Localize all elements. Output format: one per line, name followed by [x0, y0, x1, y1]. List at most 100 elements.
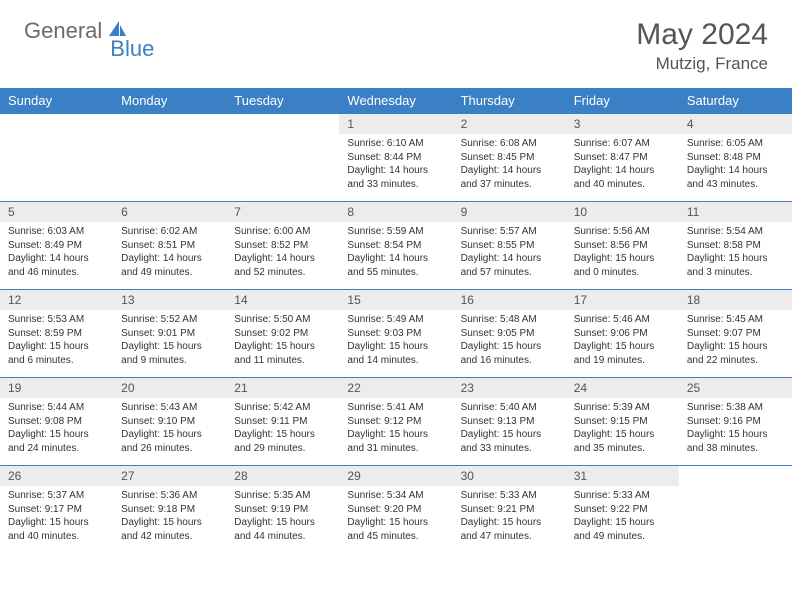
day-details: Sunrise: 6:07 AMSunset: 8:47 PMDaylight:…	[566, 134, 679, 195]
day-number: 5	[0, 202, 113, 222]
day-number: 10	[566, 202, 679, 222]
location: Mutzig, France	[636, 54, 768, 74]
day-number: 3	[566, 114, 679, 134]
calendar-cell: 31Sunrise: 5:33 AMSunset: 9:22 PMDayligh…	[566, 466, 679, 554]
calendar-cell: 21Sunrise: 5:42 AMSunset: 9:11 PMDayligh…	[226, 378, 339, 466]
calendar-cell: 10Sunrise: 5:56 AMSunset: 8:56 PMDayligh…	[566, 202, 679, 290]
day-number: 2	[453, 114, 566, 134]
logo: General Blue	[24, 18, 174, 44]
day-details: Sunrise: 6:00 AMSunset: 8:52 PMDaylight:…	[226, 222, 339, 283]
day-details: Sunrise: 5:39 AMSunset: 9:15 PMDaylight:…	[566, 398, 679, 459]
calendar-cell: 24Sunrise: 5:39 AMSunset: 9:15 PMDayligh…	[566, 378, 679, 466]
calendar-cell: 6Sunrise: 6:02 AMSunset: 8:51 PMDaylight…	[113, 202, 226, 290]
day-details: Sunrise: 5:44 AMSunset: 9:08 PMDaylight:…	[0, 398, 113, 459]
day-details: Sunrise: 5:48 AMSunset: 9:05 PMDaylight:…	[453, 310, 566, 371]
calendar-row: 26Sunrise: 5:37 AMSunset: 9:17 PMDayligh…	[0, 466, 792, 554]
day-number: 26	[0, 466, 113, 486]
day-details: Sunrise: 5:36 AMSunset: 9:18 PMDaylight:…	[113, 486, 226, 547]
weekday-header: Thursday	[453, 88, 566, 114]
calendar-body: ......1Sunrise: 6:10 AMSunset: 8:44 PMDa…	[0, 114, 792, 554]
day-details: Sunrise: 5:45 AMSunset: 9:07 PMDaylight:…	[679, 310, 792, 371]
calendar-cell: 7Sunrise: 6:00 AMSunset: 8:52 PMDaylight…	[226, 202, 339, 290]
calendar-row: 19Sunrise: 5:44 AMSunset: 9:08 PMDayligh…	[0, 378, 792, 466]
calendar-cell: 15Sunrise: 5:49 AMSunset: 9:03 PMDayligh…	[339, 290, 452, 378]
calendar-cell: 11Sunrise: 5:54 AMSunset: 8:58 PMDayligh…	[679, 202, 792, 290]
day-number: 22	[339, 378, 452, 398]
day-number: 29	[339, 466, 452, 486]
day-number: 14	[226, 290, 339, 310]
day-details: Sunrise: 5:37 AMSunset: 9:17 PMDaylight:…	[0, 486, 113, 547]
title-block: May 2024 Mutzig, France	[636, 18, 768, 74]
day-details: Sunrise: 5:50 AMSunset: 9:02 PMDaylight:…	[226, 310, 339, 371]
weekday-header: Friday	[566, 88, 679, 114]
calendar-cell: 30Sunrise: 5:33 AMSunset: 9:21 PMDayligh…	[453, 466, 566, 554]
calendar-cell: 28Sunrise: 5:35 AMSunset: 9:19 PMDayligh…	[226, 466, 339, 554]
day-details: Sunrise: 5:38 AMSunset: 9:16 PMDaylight:…	[679, 398, 792, 459]
calendar-cell: 27Sunrise: 5:36 AMSunset: 9:18 PMDayligh…	[113, 466, 226, 554]
day-number: 11	[679, 202, 792, 222]
day-number: 7	[226, 202, 339, 222]
calendar-cell: 16Sunrise: 5:48 AMSunset: 9:05 PMDayligh…	[453, 290, 566, 378]
day-number: 1	[339, 114, 452, 134]
calendar-cell: 19Sunrise: 5:44 AMSunset: 9:08 PMDayligh…	[0, 378, 113, 466]
day-details: Sunrise: 6:08 AMSunset: 8:45 PMDaylight:…	[453, 134, 566, 195]
calendar-cell: 3Sunrise: 6:07 AMSunset: 8:47 PMDaylight…	[566, 114, 679, 202]
day-number: 4	[679, 114, 792, 134]
calendar-cell: 14Sunrise: 5:50 AMSunset: 9:02 PMDayligh…	[226, 290, 339, 378]
calendar-row: 12Sunrise: 5:53 AMSunset: 8:59 PMDayligh…	[0, 290, 792, 378]
calendar-cell: 29Sunrise: 5:34 AMSunset: 9:20 PMDayligh…	[339, 466, 452, 554]
calendar-cell: 22Sunrise: 5:41 AMSunset: 9:12 PMDayligh…	[339, 378, 452, 466]
day-details: Sunrise: 5:46 AMSunset: 9:06 PMDaylight:…	[566, 310, 679, 371]
calendar-cell: ..	[0, 114, 113, 202]
calendar-cell: 20Sunrise: 5:43 AMSunset: 9:10 PMDayligh…	[113, 378, 226, 466]
calendar-cell: ..	[679, 466, 792, 554]
day-details: Sunrise: 6:02 AMSunset: 8:51 PMDaylight:…	[113, 222, 226, 283]
calendar-cell: 18Sunrise: 5:45 AMSunset: 9:07 PMDayligh…	[679, 290, 792, 378]
weekday-header: Sunday	[0, 88, 113, 114]
day-number: 28	[226, 466, 339, 486]
day-details: Sunrise: 5:41 AMSunset: 9:12 PMDaylight:…	[339, 398, 452, 459]
calendar-cell: 8Sunrise: 5:59 AMSunset: 8:54 PMDaylight…	[339, 202, 452, 290]
calendar-cell: 1Sunrise: 6:10 AMSunset: 8:44 PMDaylight…	[339, 114, 452, 202]
weekday-header: Saturday	[679, 88, 792, 114]
day-number: 31	[566, 466, 679, 486]
day-number: 19	[0, 378, 113, 398]
day-details: Sunrise: 5:52 AMSunset: 9:01 PMDaylight:…	[113, 310, 226, 371]
day-details: Sunrise: 5:33 AMSunset: 9:21 PMDaylight:…	[453, 486, 566, 547]
calendar-cell: 17Sunrise: 5:46 AMSunset: 9:06 PMDayligh…	[566, 290, 679, 378]
day-number: 30	[453, 466, 566, 486]
logo-text-general: General	[24, 18, 102, 44]
day-number: 18	[679, 290, 792, 310]
calendar-row: 5Sunrise: 6:03 AMSunset: 8:49 PMDaylight…	[0, 202, 792, 290]
calendar-table: SundayMondayTuesdayWednesdayThursdayFrid…	[0, 88, 792, 554]
day-number: 13	[113, 290, 226, 310]
day-details: Sunrise: 5:34 AMSunset: 9:20 PMDaylight:…	[339, 486, 452, 547]
day-number: 8	[339, 202, 452, 222]
header: General Blue May 2024 Mutzig, France	[0, 0, 792, 82]
calendar-cell: 2Sunrise: 6:08 AMSunset: 8:45 PMDaylight…	[453, 114, 566, 202]
day-details: Sunrise: 6:05 AMSunset: 8:48 PMDaylight:…	[679, 134, 792, 195]
day-details: Sunrise: 5:43 AMSunset: 9:10 PMDaylight:…	[113, 398, 226, 459]
logo-text-blue: Blue	[110, 36, 154, 62]
day-number: 23	[453, 378, 566, 398]
calendar-row: ......1Sunrise: 6:10 AMSunset: 8:44 PMDa…	[0, 114, 792, 202]
calendar-cell: 13Sunrise: 5:52 AMSunset: 9:01 PMDayligh…	[113, 290, 226, 378]
calendar-cell: 4Sunrise: 6:05 AMSunset: 8:48 PMDaylight…	[679, 114, 792, 202]
day-details: Sunrise: 5:42 AMSunset: 9:11 PMDaylight:…	[226, 398, 339, 459]
day-details: Sunrise: 5:49 AMSunset: 9:03 PMDaylight:…	[339, 310, 452, 371]
weekday-header: Tuesday	[226, 88, 339, 114]
day-number: 20	[113, 378, 226, 398]
month-title: May 2024	[636, 18, 768, 52]
calendar-header-row: SundayMondayTuesdayWednesdayThursdayFrid…	[0, 88, 792, 114]
day-details: Sunrise: 5:40 AMSunset: 9:13 PMDaylight:…	[453, 398, 566, 459]
day-number: 21	[226, 378, 339, 398]
day-number: 6	[113, 202, 226, 222]
calendar-cell: ..	[226, 114, 339, 202]
calendar-cell: 26Sunrise: 5:37 AMSunset: 9:17 PMDayligh…	[0, 466, 113, 554]
weekday-header: Monday	[113, 88, 226, 114]
day-details: Sunrise: 5:56 AMSunset: 8:56 PMDaylight:…	[566, 222, 679, 283]
calendar-cell: 5Sunrise: 6:03 AMSunset: 8:49 PMDaylight…	[0, 202, 113, 290]
day-details: Sunrise: 5:53 AMSunset: 8:59 PMDaylight:…	[0, 310, 113, 371]
day-number: 17	[566, 290, 679, 310]
day-number: 27	[113, 466, 226, 486]
